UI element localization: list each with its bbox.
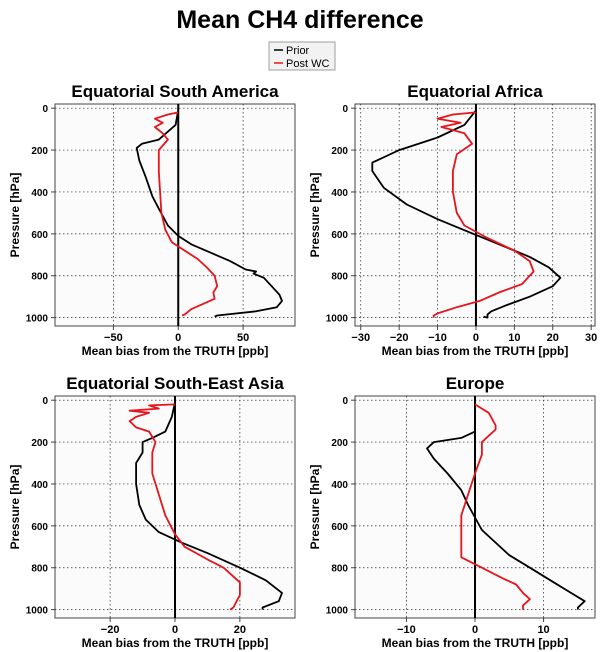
y-tick-label: 0: [42, 104, 48, 115]
x-tick-label: −10: [397, 624, 416, 636]
chart-panel-2: −30 −20 −10 0 10 20 30 0 200 400 600 800 1000 Equator…: [308, 82, 597, 358]
x-tick-label: 0: [175, 332, 181, 344]
x-axis-label: Mean bias from the TRUTH [ppb]: [382, 636, 569, 650]
x-tick-label: 50: [237, 332, 249, 344]
y-tick-label: 400: [331, 188, 348, 199]
series-line-prior: [426, 402, 586, 610]
x-tick-label: 10: [508, 332, 520, 344]
y-tick-label: 600: [331, 522, 348, 533]
y-tick-label: 1000: [26, 314, 49, 325]
y-tick-label: 600: [331, 230, 348, 241]
x-tick-label: −20: [390, 332, 409, 344]
y-tick-label: 200: [331, 438, 348, 449]
y-tick-label: 0: [342, 104, 348, 115]
y-tick-label: 800: [31, 564, 48, 575]
y-axis-label: Pressure [hPa]: [8, 465, 22, 550]
x-axis-label: Mean bias from the TRUTH [ppb]: [82, 344, 269, 358]
legend-label-prior: Prior: [286, 45, 310, 57]
x-tick-label: −10: [428, 332, 447, 344]
panel-title: Europe: [446, 374, 505, 393]
x-axis-label: Mean bias from the TRUTH [ppb]: [82, 636, 269, 650]
y-axis-label: Pressure [hPa]: [308, 173, 322, 258]
series-line-prior: [135, 110, 283, 318]
x-axis-label: Mean bias from the TRUTH [ppb]: [382, 344, 569, 358]
y-tick-label: 600: [31, 230, 48, 241]
panel-title: Equatorial South-East Asia: [66, 374, 284, 393]
legend-box: [268, 41, 336, 71]
x-tick-label: 20: [234, 624, 246, 636]
y-axis-label: Pressure [hPa]: [308, 465, 322, 550]
y-tick-label: 400: [31, 188, 48, 199]
x-tick-label: −20: [101, 624, 120, 636]
y-tick-label: 400: [331, 480, 348, 491]
panel-title: Equatorial Africa: [407, 82, 543, 101]
figure-title: Mean CH4 difference: [176, 6, 423, 34]
y-tick-label: 200: [31, 438, 48, 449]
y-tick-label: 1000: [326, 606, 349, 617]
x-tick-label: 0: [472, 624, 478, 636]
y-tick-label: 0: [42, 396, 48, 407]
y-tick-label: 0: [342, 396, 348, 407]
panel-title: Equatorial South America: [71, 82, 279, 101]
chart-panel-1: −50 0 50 0 200 400 600 800 1000 Equatorial South …: [8, 82, 296, 358]
x-tick-label: 30: [585, 332, 597, 344]
x-tick-label: −30: [351, 332, 370, 344]
legend-label-post-wc: Post WC: [286, 58, 329, 70]
y-tick-label: 1000: [26, 606, 49, 617]
x-tick-label: 20: [547, 332, 559, 344]
y-tick-label: 200: [331, 146, 348, 157]
y-tick-label: 1000: [326, 314, 349, 325]
y-tick-label: 600: [31, 522, 48, 533]
series-line-post-wc: [154, 111, 219, 317]
series-line-post-wc: [432, 111, 535, 318]
y-tick-label: 800: [331, 564, 348, 575]
y-tick-label: 400: [31, 480, 48, 491]
y-tick-label: 800: [331, 272, 348, 283]
y-axis-label: Pressure [hPa]: [8, 173, 22, 258]
plot-area: [54, 103, 296, 327]
y-tick-label: 800: [31, 272, 48, 283]
x-tick-label: 0: [473, 332, 479, 344]
series-line-post-wc: [128, 403, 241, 611]
x-tick-label: 10: [537, 624, 549, 636]
legend: Prior Post WC: [268, 41, 336, 71]
series-line-post-wc: [460, 403, 531, 610]
y-tick-label: 200: [31, 146, 48, 157]
x-tick-label: 0: [172, 624, 178, 636]
x-tick-label: −50: [104, 332, 123, 344]
